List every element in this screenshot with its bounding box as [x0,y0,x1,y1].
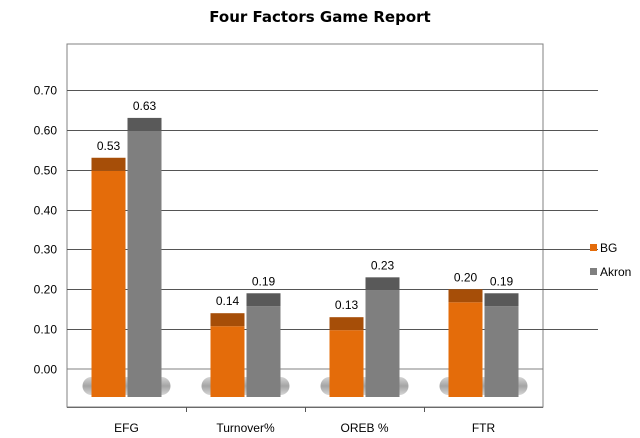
y-tick-label: 0.40 [34,204,58,218]
bar-bg-top [210,313,245,327]
y-tick-label: 0.00 [34,363,58,377]
data-label: 0.53 [97,139,121,153]
bar-akron-top [484,293,519,307]
y-tick-label: 0.30 [34,243,58,257]
bar-akron-body [246,306,281,397]
chart-title: Four Factors Game Report [209,8,430,26]
data-label: 0.14 [216,294,240,308]
data-label: 0.19 [252,274,276,288]
bar-akron-body [484,306,519,397]
y-tick-label: 0.60 [34,124,58,138]
data-label: 0.13 [335,298,359,312]
data-label: 0.20 [454,270,478,284]
plot-area: 0.00 0.10 0.20 0.30 0.40 0.50 0.60 0.70 EFG 0.53 0… [34,43,598,435]
y-tick-label: 0.70 [34,84,58,98]
x-tick-label: EFG [114,421,139,435]
bar-bg-top [329,317,364,331]
bar-bg-body [210,326,245,397]
legend-label-bg: BG [600,241,617,255]
legend-swatch-bg [590,244,597,251]
y-tick-label: 0.20 [34,283,58,297]
bar-akron-top [246,293,281,307]
x-tick-label: FTR [472,421,496,435]
y-tick-label: 0.50 [34,164,58,178]
x-tick-label: Turnover% [216,421,275,435]
bar-akron-body [127,130,162,397]
bar-bg-top [91,157,126,171]
bar-akron-top [365,277,400,291]
bar-bg-body [329,330,364,397]
legend: BG Akron [590,241,631,279]
legend-label-akron: Akron [600,265,631,279]
bar-bg-top [448,289,483,303]
bar-akron-top [127,117,162,131]
bar-bg-body [448,302,483,397]
x-tick-label: OREB % [340,421,388,435]
bar-akron-body [365,290,400,397]
legend-swatch-akron [590,268,597,275]
bar-bg-body [91,170,126,397]
data-label: 0.63 [133,99,157,113]
data-label: 0.23 [371,258,395,272]
y-tick-label: 0.10 [34,323,58,337]
data-label: 0.19 [490,274,514,288]
